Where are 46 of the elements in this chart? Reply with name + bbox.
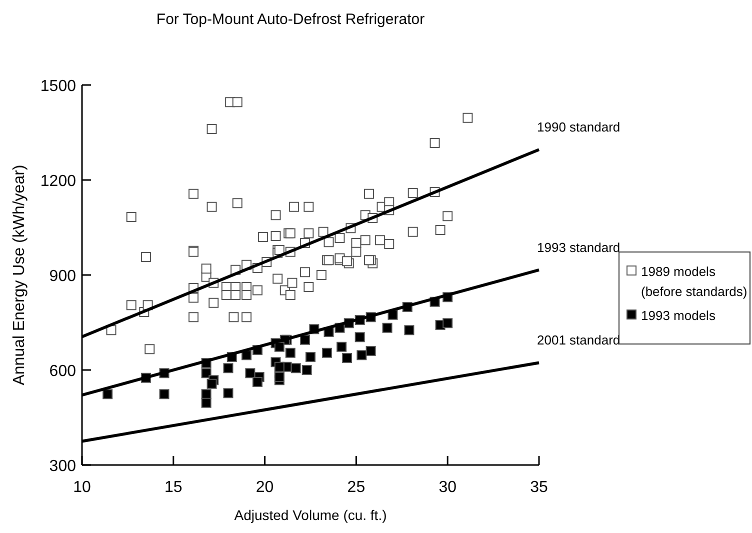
legend-label: 1993 models — [641, 308, 716, 323]
point — [290, 363, 301, 374]
y-tick-label: 1200 — [40, 173, 76, 190]
point — [322, 348, 332, 358]
x-tick-label: 15 — [164, 479, 182, 496]
point — [404, 325, 414, 336]
point — [201, 398, 212, 408]
y-tick-label: 900 — [49, 268, 76, 285]
point — [223, 363, 234, 374]
series-label: 2001 standard — [537, 332, 620, 348]
point — [356, 350, 367, 360]
point — [300, 334, 310, 345]
point — [354, 332, 365, 342]
point — [442, 318, 453, 328]
point — [201, 389, 212, 400]
point — [285, 348, 296, 358]
point — [201, 368, 212, 378]
x-tick-label: 35 — [530, 479, 548, 496]
y-tick-label: 1500 — [40, 78, 76, 95]
x-tick-label: 30 — [438, 479, 457, 496]
series-label: 1990 standard — [537, 120, 620, 135]
point — [223, 388, 234, 398]
legend-label: 1989 models (before standards) — [641, 264, 748, 299]
point — [274, 362, 284, 372]
x-axis-title: Adjusted Volume (cu. ft.) — [234, 507, 387, 523]
point — [102, 389, 113, 400]
point — [342, 352, 352, 363]
point — [159, 389, 170, 400]
point — [245, 368, 256, 378]
x-tick-label: 25 — [347, 479, 366, 496]
point — [206, 378, 217, 389]
chart-title: For Top-Mount Auto-Defrost Refrigerator — [156, 11, 425, 28]
point — [274, 342, 284, 352]
x-tick-label: 10 — [73, 479, 91, 496]
point — [306, 352, 316, 362]
point — [366, 346, 376, 356]
point — [336, 342, 347, 352]
point — [274, 372, 284, 382]
y-axis-title: Annual Energy Use (kWh/year) — [11, 164, 28, 386]
series-label: 1993 standard — [537, 240, 620, 255]
point — [382, 322, 392, 333]
point — [302, 365, 312, 375]
y-tick-label: 600 — [49, 363, 76, 380]
y-tick-label: 300 — [49, 458, 76, 475]
point — [252, 377, 262, 388]
x-tick-label: 20 — [256, 479, 274, 496]
